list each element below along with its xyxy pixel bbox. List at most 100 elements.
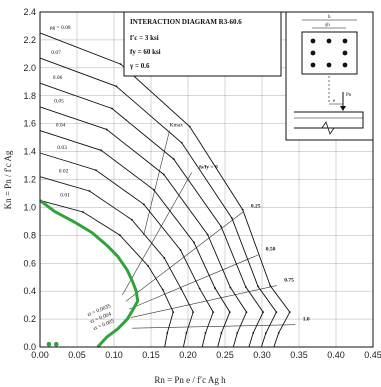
curve-mark bbox=[252, 332, 255, 334]
curve-label: 0.05 bbox=[54, 99, 64, 105]
y-tick-label: 2.2 bbox=[23, 35, 36, 45]
y-tick-label: 1.4 bbox=[23, 147, 36, 157]
curve-mark bbox=[212, 311, 215, 314]
curve-mark bbox=[161, 288, 164, 291]
x-tick-label: 0.35 bbox=[290, 350, 308, 360]
curve-mark bbox=[275, 311, 278, 314]
curve-mark bbox=[180, 288, 183, 291]
interaction-curve bbox=[39, 106, 248, 348]
curve-mark bbox=[192, 311, 195, 314]
interaction-curves bbox=[39, 32, 291, 348]
curve-label: 0.02 bbox=[59, 169, 69, 175]
y-tick-label: 1.6 bbox=[23, 119, 36, 129]
curve-mark bbox=[82, 211, 84, 213]
y-tick-label: 0.0 bbox=[23, 342, 36, 352]
curve-mark bbox=[220, 332, 223, 334]
y-tick-label: 0.2 bbox=[23, 314, 36, 324]
curve-mark bbox=[162, 173, 165, 176]
x-tick-label: 0.30 bbox=[253, 350, 271, 360]
curve-mark bbox=[214, 287, 216, 289]
interaction-curve bbox=[39, 82, 264, 348]
curve-mark bbox=[172, 158, 175, 160]
interaction-curve bbox=[39, 130, 231, 348]
interaction-curve bbox=[39, 152, 214, 348]
curve-label: ρg = 0.08 bbox=[50, 25, 71, 31]
curve-mark bbox=[262, 311, 265, 314]
curve-mark bbox=[115, 85, 118, 88]
curve-mark bbox=[220, 225, 222, 228]
curve-mark bbox=[142, 203, 145, 206]
curve-mark bbox=[111, 107, 113, 110]
x-tick-label: 0.40 bbox=[327, 350, 345, 360]
curve-mark bbox=[119, 63, 122, 66]
curve-mark bbox=[185, 332, 188, 334]
x-tick-label: 0.25 bbox=[216, 350, 234, 360]
curve-mark bbox=[228, 311, 231, 314]
curve-mark bbox=[229, 286, 232, 289]
highlight-curve bbox=[39, 199, 140, 349]
x-tick-label: 0.45 bbox=[364, 350, 381, 360]
curve-mark bbox=[188, 125, 191, 128]
curve-mark bbox=[179, 249, 182, 251]
radial-line bbox=[132, 324, 296, 329]
inset-inner-label: γh bbox=[325, 23, 330, 28]
curve-mark bbox=[152, 188, 155, 191]
radial-line bbox=[125, 211, 244, 302]
interaction-curve bbox=[39, 57, 277, 348]
radial-lines bbox=[122, 130, 296, 329]
curve-mark bbox=[130, 218, 133, 221]
green-dot bbox=[53, 341, 59, 347]
info-box: INTERACTION DIAGRAM R3-60.6 f′c = 3 ksi … bbox=[123, 11, 282, 77]
y-tick-label: 1.0 bbox=[23, 202, 36, 212]
y-tick-label: 0.6 bbox=[23, 258, 36, 268]
curve-mark bbox=[100, 149, 103, 152]
curve-label: 0.06 bbox=[53, 75, 63, 81]
inset-force-label: Pn bbox=[346, 93, 352, 98]
radial-line bbox=[122, 172, 192, 296]
curve-mark bbox=[118, 234, 121, 237]
curve-mark bbox=[193, 241, 195, 244]
curve-mark bbox=[94, 169, 97, 171]
radial-line-label: 1.0 bbox=[303, 316, 310, 322]
y-tick-label: 0.8 bbox=[23, 230, 36, 240]
curve-mark bbox=[244, 286, 247, 288]
curve-mark bbox=[147, 265, 149, 267]
curve-mark bbox=[180, 141, 183, 144]
curve-mark bbox=[288, 311, 291, 314]
inset-ecc-label: e bbox=[333, 99, 336, 104]
info-line-fy: fy = 60 ksi bbox=[130, 48, 161, 56]
x-tick-label: 0.00 bbox=[31, 350, 49, 360]
interaction-curve bbox=[39, 199, 174, 348]
radial-line bbox=[130, 285, 277, 318]
radial-line-label: 0.50 bbox=[266, 247, 276, 253]
y-tick-label: 2.4 bbox=[23, 7, 36, 17]
curve-label: 0.04 bbox=[56, 122, 66, 128]
kmax-label: Kmax bbox=[170, 122, 184, 128]
curve-mark bbox=[277, 332, 280, 334]
x-tick-label: 0.20 bbox=[179, 350, 197, 360]
curve-mark bbox=[206, 233, 209, 236]
kmax-line bbox=[143, 130, 170, 236]
curve-label: 0.07 bbox=[51, 50, 61, 56]
x-axis-label: Rn = Pn e / f′c Ag h bbox=[154, 375, 226, 385]
curve-mark bbox=[88, 190, 91, 192]
curve-mark bbox=[265, 332, 267, 334]
curve-mark bbox=[257, 285, 259, 288]
curve-mark bbox=[198, 287, 201, 290]
y-tick-label: 1.2 bbox=[23, 175, 36, 185]
curve-labels: fs/fy = 0 0.25 0.50 0.75 1.0 Kmax ρg = 0.08 0.0… bbox=[50, 25, 310, 332]
highlight-path bbox=[39, 199, 140, 349]
curve-mark bbox=[245, 311, 248, 314]
radial-line-label: 0.25 bbox=[251, 203, 261, 209]
curve-mark bbox=[236, 332, 239, 334]
chart-title: INTERACTION DIAGRAM R3-60.6 bbox=[130, 18, 242, 26]
green-dot bbox=[46, 341, 52, 347]
curve-label: 0.03 bbox=[57, 145, 67, 151]
curve-mark bbox=[230, 217, 233, 219]
y-tick-labels: 0.0 0.2 0.4 0.6 0.8 1.0 1.2 1.4 1.6 1.8 2.0 2.2 2.4 bbox=[23, 7, 36, 352]
interaction-curve bbox=[39, 32, 291, 348]
curve-mark bbox=[166, 332, 169, 334]
curve-mark bbox=[204, 332, 207, 334]
x-tick-labels: 0.00 0.05 0.10 0.15 0.20 0.25 0.30 0.35 0.40 0.45 bbox=[31, 350, 381, 360]
